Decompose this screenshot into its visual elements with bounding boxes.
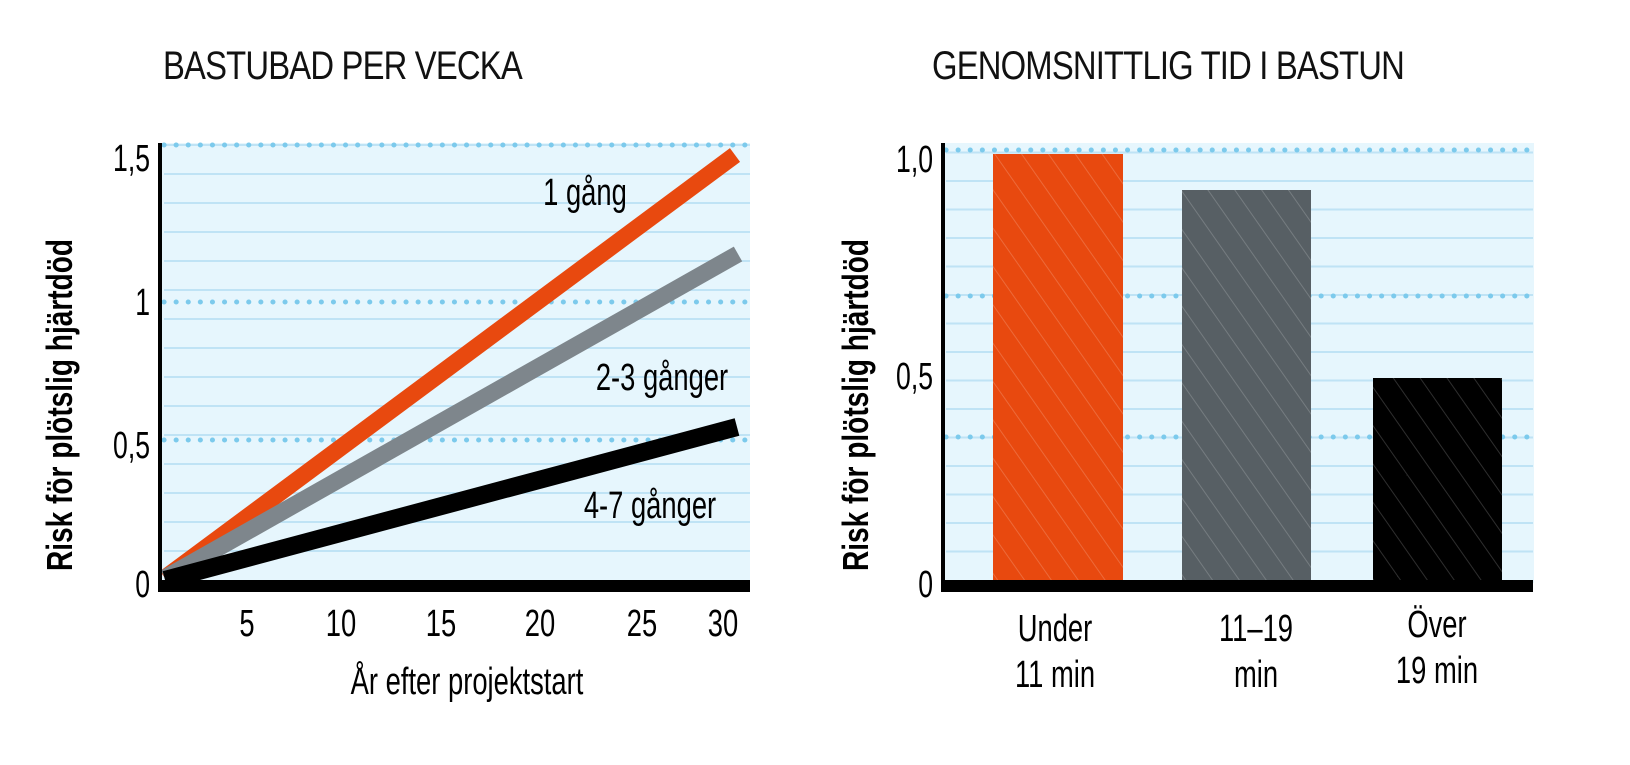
right-x-axis (941, 580, 1533, 592)
series-line-4-7-ganger (162, 418, 740, 589)
right-ytick-0-5: 0,5 (896, 354, 933, 397)
left-line-chart: 1,5 1 0,5 0 5 10 15 20 25 30 År efter pr… (40, 136, 753, 703)
left-xtick-5: 5 (239, 603, 254, 645)
category-label-over-19-line2: 19 min (1396, 650, 1478, 692)
right-ytick-1-0: 1,0 (896, 137, 933, 180)
bar-under-11-min-hatch (993, 154, 1123, 582)
left-y-axis (158, 143, 162, 588)
right-y-axis-label: Risk för plötslig hjärtdöd (836, 239, 876, 571)
left-xtick-10: 10 (326, 603, 356, 645)
right-ytick-0: 0 (918, 562, 933, 605)
series-line-2-3-ganger (160, 246, 743, 586)
category-label-under-11-line1: Under (1018, 608, 1093, 650)
category-label-11-19-line2: min (1234, 654, 1278, 696)
series-line-1-gang (159, 148, 741, 585)
left-ytick-0: 0 (135, 562, 150, 605)
category-label-under-11-line2: 11 min (1015, 654, 1095, 696)
left-x-axis-label: År efter projektstart (351, 661, 584, 703)
left-xtick-30: 30 (708, 603, 738, 645)
left-y-axis-label: Risk för plötslig hjärtdöd (40, 239, 80, 571)
label-2-3-ganger: 2-3 gånger (596, 357, 728, 399)
left-xtick-25: 25 (627, 603, 657, 645)
category-label-over-19-line1: Över (1407, 604, 1466, 646)
right-chart-title: GENOMSNITTLIG TID I BASTUN (932, 44, 1405, 88)
bar-11-19-min-hatch (1182, 190, 1311, 582)
category-label-11-19-line1: 11–19 (1219, 608, 1293, 650)
bar-over-19-min-hatch (1373, 378, 1502, 582)
right-y-axis (941, 143, 945, 588)
left-ytick-0-5: 0,5 (113, 423, 150, 466)
left-xtick-15: 15 (426, 603, 456, 645)
label-1-gang: 1 gång (543, 172, 627, 214)
left-x-axis (158, 580, 750, 592)
right-bar-chart: 1,0 0,5 0 Risk för plötslig hjärtdöd Und… (836, 137, 1536, 696)
label-4-7-ganger: 4-7 gånger (584, 485, 716, 527)
left-xtick-20: 20 (525, 603, 555, 645)
left-ytick-1: 1 (135, 280, 150, 323)
left-chart-title: BASTUBAD PER VECKA (163, 44, 523, 88)
left-ytick-1-5: 1,5 (113, 136, 150, 179)
